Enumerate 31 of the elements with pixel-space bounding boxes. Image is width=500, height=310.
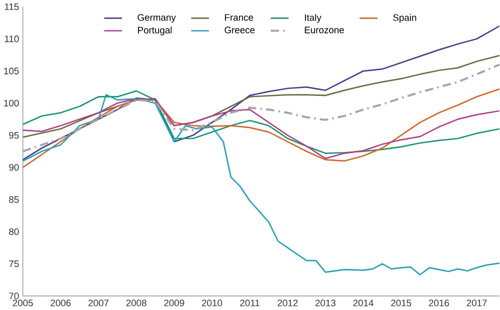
x-tick-label: 2017 bbox=[466, 300, 487, 306]
x-tick-label: 2009 bbox=[164, 300, 184, 306]
legend-label: Italy bbox=[305, 14, 322, 23]
y-tick-label: 85 bbox=[9, 196, 19, 203]
legend-label: France bbox=[225, 14, 254, 21]
y-tick-label: 95 bbox=[9, 132, 19, 139]
line-series bbox=[22, 94, 500, 276]
legend-label: Eurozone bbox=[304, 26, 344, 34]
x-tick-label: 2005 bbox=[12, 300, 33, 306]
x-tick-label: 2015 bbox=[391, 300, 412, 306]
x-tick-label: 2008 bbox=[126, 300, 146, 306]
y-tick-label: 75 bbox=[9, 260, 19, 268]
x-tick-label: 2012 bbox=[278, 300, 298, 306]
legend-label: Spain bbox=[393, 14, 416, 23]
x-tick-label: 2007 bbox=[88, 300, 108, 306]
x-tick-label: 2013 bbox=[315, 300, 336, 306]
y-tick-label: 115 bbox=[4, 4, 19, 10]
x-tick-label: 2011 bbox=[240, 300, 260, 306]
y-tick-label: 100 bbox=[4, 100, 19, 107]
x-tick-label: 2016 bbox=[428, 300, 449, 306]
x-tick-label: 2014 bbox=[353, 300, 374, 306]
y-tick-label: 105 bbox=[4, 68, 19, 74]
y-tick-label: 90 bbox=[9, 164, 19, 171]
y-tick-label: 70 bbox=[9, 292, 19, 300]
legend-label: Germany bbox=[138, 14, 176, 23]
y-tick-label: 80 bbox=[9, 228, 19, 236]
legend-label: Greece bbox=[224, 26, 255, 34]
legend-label: Portugal bbox=[138, 26, 172, 36]
x-tick-label: 2010 bbox=[202, 300, 222, 306]
y-tick-label: 110 bbox=[4, 36, 19, 42]
x-tick-label: 2006 bbox=[50, 300, 71, 306]
